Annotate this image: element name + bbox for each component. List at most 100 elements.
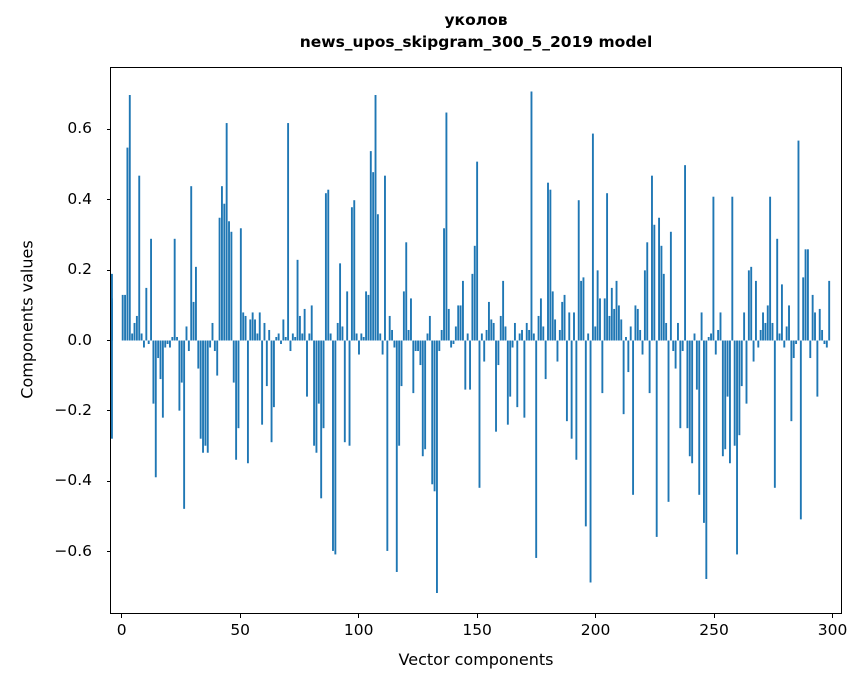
bar	[457, 305, 460, 341]
bar	[469, 340, 471, 390]
bar	[261, 340, 264, 425]
bar	[157, 340, 160, 359]
bar	[402, 291, 405, 341]
bar	[471, 273, 474, 341]
bar	[632, 340, 635, 495]
bar	[218, 217, 221, 341]
bar	[473, 245, 476, 341]
bar	[381, 340, 384, 355]
bar	[268, 329, 271, 341]
y-tick-mark	[106, 269, 110, 271]
bar	[199, 340, 202, 439]
bar	[135, 315, 138, 341]
bar	[530, 91, 533, 341]
bar	[282, 319, 285, 341]
bar	[317, 340, 320, 404]
x-tick-label: 150	[462, 621, 492, 639]
x-tick-mark	[358, 614, 360, 618]
bar	[372, 172, 375, 341]
bar	[190, 186, 193, 341]
y-tick-mark	[106, 128, 110, 130]
bar	[265, 340, 268, 387]
bar	[516, 340, 519, 408]
bar	[549, 189, 552, 341]
bar	[518, 333, 521, 341]
bar	[551, 291, 554, 341]
bar	[686, 340, 689, 429]
bar	[412, 340, 415, 394]
bar	[487, 301, 490, 341]
bar	[556, 340, 559, 362]
plot-axes	[110, 67, 842, 614]
bar	[360, 333, 363, 341]
bar	[806, 249, 809, 341]
bar	[757, 340, 760, 348]
bar	[348, 340, 351, 446]
bar	[532, 333, 535, 341]
bar	[225, 123, 228, 341]
bar	[365, 291, 368, 341]
bar	[580, 280, 583, 341]
bar	[627, 340, 630, 373]
bar	[710, 333, 712, 341]
bar	[587, 333, 590, 341]
bar	[747, 270, 750, 341]
bar	[669, 231, 672, 341]
x-tick-mark	[595, 614, 597, 618]
bar	[126, 147, 129, 341]
bar	[313, 340, 316, 446]
y-tick-label: −0.6	[54, 541, 92, 560]
bar	[150, 238, 152, 341]
bar	[797, 140, 800, 341]
bar	[792, 340, 795, 359]
bar	[773, 340, 776, 488]
bar	[703, 340, 705, 523]
bar	[183, 340, 186, 509]
bar	[476, 161, 479, 341]
bar	[466, 333, 469, 341]
x-tick-label: 100	[343, 621, 374, 639]
bar	[324, 193, 327, 341]
x-tick-mark	[831, 614, 834, 618]
bar	[336, 322, 339, 341]
bar	[452, 340, 455, 345]
bar	[707, 336, 710, 341]
bar	[298, 315, 301, 341]
bar	[440, 329, 443, 341]
bar	[606, 193, 609, 341]
bar	[544, 340, 547, 380]
bar	[570, 340, 573, 439]
bar	[504, 326, 507, 341]
bar	[287, 123, 290, 341]
bar	[646, 242, 649, 341]
bar	[591, 133, 594, 341]
bar	[525, 322, 528, 341]
bar	[641, 340, 644, 355]
bar	[424, 340, 427, 450]
bar	[665, 322, 668, 341]
bar	[643, 270, 646, 341]
bar	[405, 242, 408, 341]
bar	[296, 259, 299, 341]
bar	[655, 340, 658, 537]
bar	[497, 340, 500, 366]
bar	[161, 340, 164, 418]
bar	[679, 340, 682, 429]
bar	[603, 298, 606, 341]
y-tick-mark	[106, 480, 110, 482]
bar	[140, 333, 143, 341]
bar	[778, 333, 781, 341]
bar	[617, 305, 620, 341]
bar	[705, 340, 708, 579]
bar	[733, 340, 736, 446]
bar	[223, 203, 226, 341]
bar	[509, 340, 512, 397]
bar	[599, 298, 601, 341]
bar	[216, 340, 219, 376]
bar	[180, 340, 183, 383]
y-tick-label: −0.2	[54, 400, 92, 419]
bar	[480, 333, 483, 341]
bar	[310, 305, 313, 341]
bar	[693, 333, 696, 341]
bar	[821, 329, 824, 341]
